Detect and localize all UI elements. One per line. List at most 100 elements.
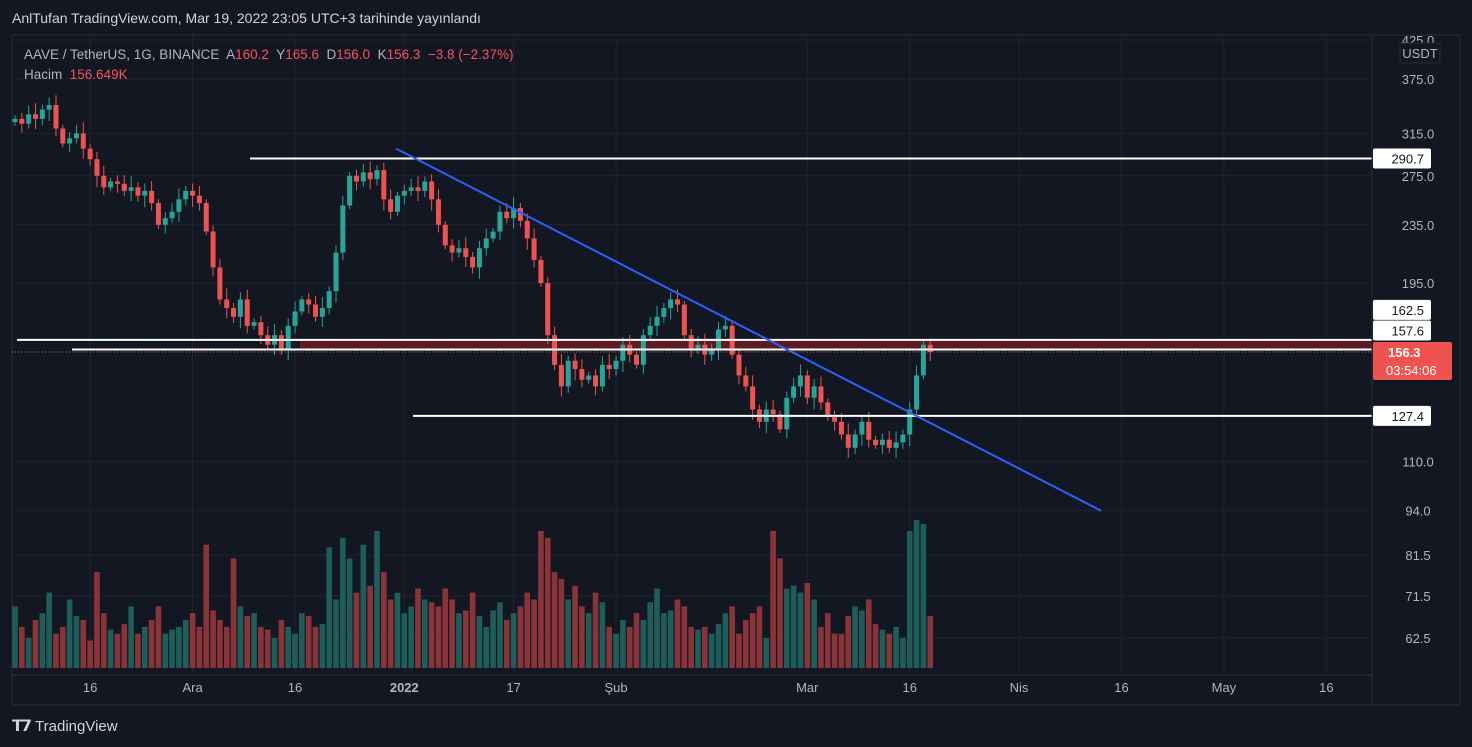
candle (825, 398, 831, 421)
candle-body (299, 299, 305, 312)
candle (67, 132, 73, 153)
candle-body (196, 195, 202, 204)
candle-body (558, 364, 564, 387)
volume-bar (121, 624, 128, 668)
volume-bar (32, 620, 39, 668)
volume-bar (360, 544, 367, 668)
volume-bar (135, 633, 141, 668)
open-value: 160.2 (235, 47, 269, 62)
candle-body (797, 375, 803, 387)
candle (517, 203, 523, 228)
volume-bar (230, 558, 237, 668)
candle-body (155, 203, 161, 225)
candle (12, 115, 18, 126)
candle (736, 348, 742, 385)
volume-bar (114, 633, 121, 668)
candle-body (818, 386, 824, 403)
last-price-label: 156.3 (1388, 345, 1421, 360)
low-value: 156.0 (336, 47, 371, 62)
volume-bar (53, 633, 59, 668)
volume-value: 156.649K (69, 67, 128, 82)
candle-body (449, 245, 455, 253)
tradingview-logo[interactable]: 𝗧𝟳 TradingView (12, 716, 118, 736)
volume-bar (435, 606, 442, 668)
candle (306, 293, 312, 314)
price-tick-label: 235.0 (1402, 218, 1435, 233)
candle-body (722, 325, 728, 330)
time-tick-label: Mar (796, 680, 819, 695)
time-tick-label: 16 (902, 680, 916, 695)
candle (101, 165, 107, 195)
volume-bar (811, 599, 817, 668)
candle-body (907, 409, 913, 435)
volume-bar (688, 626, 694, 668)
candle (231, 303, 237, 324)
candle (374, 165, 380, 186)
volume-bar (756, 606, 763, 668)
time-tick-label: 2022 (390, 680, 419, 695)
volume-bar (920, 524, 927, 668)
symbol-label[interactable]: AAVE / TetherUS, 1G, BINANCE (24, 47, 220, 62)
candle-body (149, 190, 155, 204)
candle-body (60, 128, 66, 144)
candle-body (599, 364, 605, 387)
candle (394, 191, 400, 216)
candle (155, 199, 161, 229)
candle (886, 431, 892, 453)
candle-body (681, 304, 687, 336)
candle-body (347, 175, 353, 206)
currency-badge[interactable] (1399, 42, 1441, 64)
candle (859, 414, 865, 446)
volume-bar (237, 606, 244, 668)
candle (108, 177, 114, 192)
candle (524, 213, 530, 250)
volume-bar (838, 633, 845, 668)
candle-body (108, 181, 114, 188)
candle (722, 316, 728, 338)
candle (558, 353, 564, 397)
volume-bar (12, 606, 18, 668)
candle (681, 300, 687, 339)
volume-bar (620, 620, 626, 668)
volume-bar (39, 613, 46, 668)
volume-bar (715, 624, 722, 668)
volume-bar (654, 588, 660, 668)
time-tick-label: 16 (1114, 680, 1128, 695)
candle (586, 371, 592, 384)
candle-body (210, 231, 216, 268)
candle (429, 174, 435, 211)
candle (183, 185, 189, 206)
volume-bar (87, 640, 93, 668)
candle-body (435, 199, 441, 225)
candle-body (53, 105, 59, 129)
candle (244, 289, 250, 334)
volume-bar (592, 592, 599, 668)
candle (818, 376, 824, 410)
volume-bar (879, 629, 886, 668)
volume-bar (790, 585, 797, 668)
candle-body (695, 344, 701, 349)
candle-body (408, 187, 414, 191)
candle-body (367, 172, 373, 180)
trendline[interactable] (395, 147, 1102, 512)
volume-bar (278, 620, 285, 668)
candle-body (743, 375, 749, 387)
volume-bar (46, 592, 52, 668)
candle (415, 176, 421, 202)
candle-body (190, 190, 196, 196)
volume-bar (333, 599, 339, 668)
volume-bar (244, 615, 251, 668)
change-value: −3.8 (−2.37%) (427, 47, 514, 62)
candle-body (306, 299, 312, 305)
candle-body (777, 414, 783, 430)
candle (832, 410, 838, 431)
candle-body (224, 299, 230, 308)
candle-body (791, 386, 797, 398)
volume-bar (449, 599, 455, 668)
candle (210, 225, 216, 277)
candle (449, 239, 455, 262)
volume-bar (182, 620, 189, 668)
candle-body (326, 291, 332, 308)
volume-bar (626, 626, 633, 668)
